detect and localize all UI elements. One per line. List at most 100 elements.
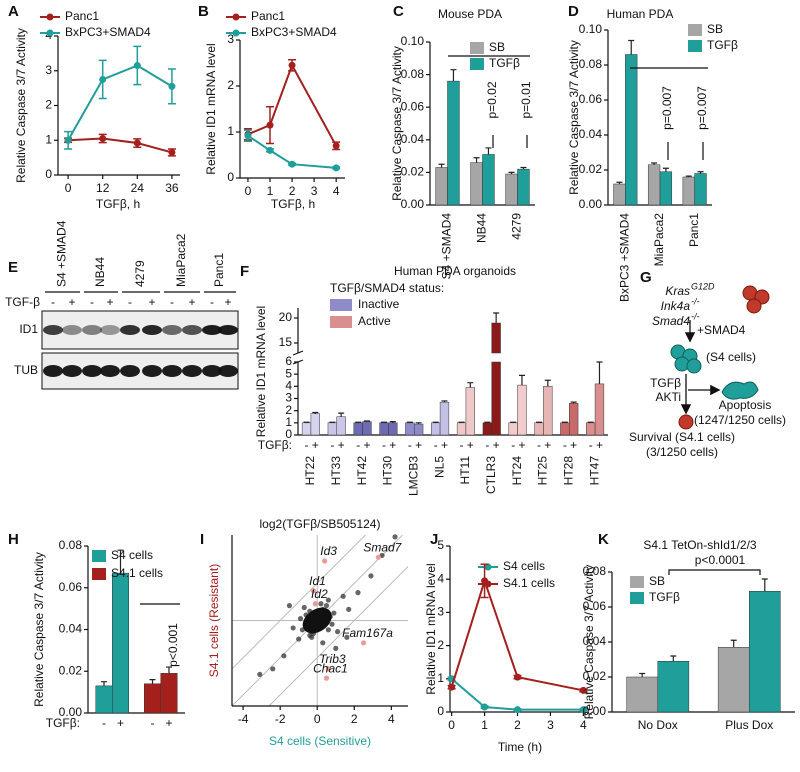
x-tick-label: HT30 — [381, 456, 395, 486]
legend-marker — [46, 13, 54, 21]
guide-line — [268, 565, 408, 706]
y-tick-label: 0.00 — [59, 705, 83, 719]
point — [329, 621, 335, 627]
point — [286, 603, 293, 609]
series-line — [450, 577, 584, 692]
gene-point — [310, 588, 317, 594]
bar — [301, 422, 312, 436]
x-tick-label: HT33 — [329, 456, 343, 486]
panel-letter: A — [8, 3, 19, 20]
bar — [95, 685, 113, 714]
legend-label: TGFβ — [649, 590, 680, 604]
legend-label: S4.1 cells — [503, 576, 555, 590]
y-tick-label: 5 — [285, 366, 292, 380]
x-tick-label: 12 — [96, 181, 110, 195]
y-tick-label: 0.06 — [59, 580, 83, 594]
legend-swatch — [92, 550, 106, 562]
y-tick-label: 3 — [437, 605, 444, 619]
x-sign-label: + — [493, 438, 500, 452]
treatment-sign: + — [148, 295, 155, 309]
legend-swatch — [470, 58, 484, 70]
x-tick-label: Panc1 — [687, 213, 701, 247]
bar — [694, 173, 707, 206]
error-bar — [432, 421, 439, 423]
x-row-label: TGFβ: — [46, 716, 80, 730]
row-label: TUB — [14, 363, 38, 377]
band — [162, 325, 182, 335]
y-tick-label: 0 — [285, 427, 292, 441]
apoptotic-cell — [721, 381, 759, 400]
x-sign-label: - — [460, 438, 464, 452]
marker — [514, 673, 521, 681]
legend-label: SB — [649, 574, 665, 588]
error-bar — [441, 400, 448, 403]
x-sign-label: + — [117, 716, 124, 730]
x-tick-label: 4 — [580, 718, 587, 732]
marker — [288, 61, 296, 69]
bar — [431, 422, 441, 436]
y-tick-label: 0.06 — [579, 92, 603, 106]
x-tick-label: 2 — [351, 712, 358, 726]
bar — [626, 676, 659, 713]
x-sign-label: - — [356, 438, 360, 452]
y-axis-label: Relative ID1 mRNA level — [424, 563, 438, 694]
bar — [388, 422, 398, 436]
error-bar — [338, 412, 345, 417]
panel-letter: K — [598, 531, 609, 548]
legend-label: SB — [707, 22, 723, 36]
x-tick-label: S4 +SMAD4 — [440, 213, 454, 280]
y-tick-label: 0 — [227, 170, 234, 184]
y-tick-label: 0.00 — [583, 704, 607, 718]
p-value: p=0.007 — [660, 86, 674, 130]
legend-swatch — [330, 316, 352, 328]
y-tick-label: 0.10 — [401, 34, 425, 48]
bar — [543, 386, 553, 436]
x-row-label: TGFβ: — [258, 438, 292, 452]
legend-label: S4 cells — [111, 548, 153, 562]
gene-point — [323, 675, 330, 681]
x-axis-label: TGFβ, h — [96, 197, 140, 211]
bar — [491, 322, 501, 354]
lane-label: 4279 — [133, 260, 147, 287]
marker — [579, 706, 587, 714]
allele: G12D — [691, 281, 715, 291]
y-tick-label: 0.04 — [59, 622, 83, 636]
y-tick-label: 3 — [45, 63, 52, 77]
gene-point — [375, 554, 381, 560]
legend-marker — [484, 563, 492, 571]
error-bar — [165, 666, 172, 674]
x-tick-label: HT25 — [536, 456, 550, 486]
marker — [514, 706, 521, 714]
gene-point — [322, 558, 328, 564]
y-tick-label: 2 — [45, 98, 52, 112]
error-bar — [628, 39, 635, 55]
y-tick-label: 4 — [285, 379, 292, 393]
y-tick-label: 15 — [279, 335, 293, 349]
x-tick-label: 4 — [333, 184, 340, 198]
band — [162, 365, 182, 377]
y-tick-label: 0.04 — [583, 634, 607, 648]
legend-swatch — [630, 592, 644, 604]
x-sign-label: + — [518, 438, 525, 452]
point — [335, 629, 341, 635]
y-axis-label: S4.1 cells (Resistant) — [207, 564, 221, 677]
point — [344, 634, 350, 640]
legend-label: S4 cells — [503, 559, 545, 573]
legend-swatch — [630, 576, 644, 588]
legend-swatch — [92, 568, 106, 580]
guide-line — [232, 535, 367, 670]
bar — [657, 661, 690, 713]
point — [281, 653, 287, 659]
bar — [379, 422, 389, 436]
x-tick-label: -4 — [238, 712, 249, 726]
band — [142, 365, 162, 377]
p-value: p=0.02 — [485, 81, 499, 118]
point — [368, 573, 374, 579]
point — [318, 601, 324, 607]
bar — [470, 162, 483, 206]
bracket — [668, 569, 761, 575]
x-sign-label: - — [537, 438, 541, 452]
bar — [439, 401, 450, 436]
point — [333, 645, 339, 651]
marker — [266, 121, 274, 129]
